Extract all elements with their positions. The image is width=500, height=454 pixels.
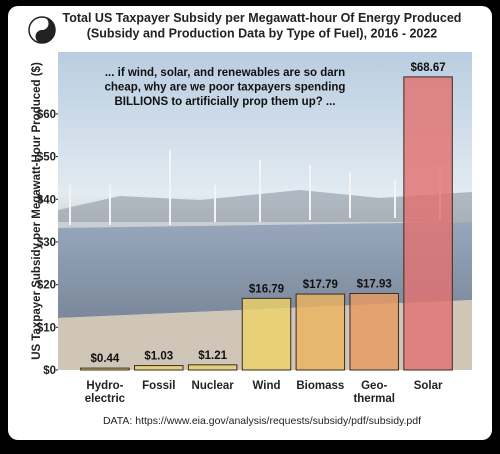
x-tick-label: Nuclear: [192, 380, 235, 392]
background-photo: [58, 52, 472, 370]
value-label: $1.21: [198, 350, 227, 362]
x-tick-label: Hydro-electric: [85, 380, 126, 405]
chart-title: Total US Taxpayer Subsidy per Megawatt-h…: [63, 11, 462, 41]
value-label: $1.03: [144, 351, 173, 363]
y-tick-label: $10: [37, 322, 56, 334]
bar: [134, 365, 184, 371]
y-tick-label: $20: [37, 280, 56, 292]
annotation: ... if wind, solar, and renewables are s…: [105, 67, 346, 108]
x-tick-label: Biomass: [296, 380, 344, 392]
y-tick-label: $50: [37, 152, 56, 164]
y-axis-label: US Taxpayer Subsidy per Megawatt-Hour Pr…: [31, 62, 43, 360]
y-tick-label: $40: [37, 194, 56, 206]
bar: [403, 76, 453, 371]
y-tick-label: $0: [43, 365, 56, 377]
source: DATA: https://www.eia.gov/analysis/reque…: [103, 415, 421, 427]
x-tick-label: Wind: [253, 380, 281, 392]
bar: [295, 293, 346, 371]
value-label: $17.79: [303, 279, 338, 291]
y-tick-label: $30: [37, 237, 56, 249]
bar: [241, 297, 292, 371]
x-tick-label: Solar: [414, 380, 443, 392]
bar: [80, 367, 130, 371]
x-tick-label: Geo-thermal: [353, 380, 395, 405]
bar: [187, 364, 238, 371]
value-label: $17.93: [357, 278, 392, 290]
y-tick-label: $60: [37, 109, 56, 121]
value-label: $68.67: [410, 62, 445, 74]
bar: [349, 292, 399, 371]
value-label: $16.79: [249, 283, 284, 295]
logo: [28, 16, 56, 44]
value-label: $0.44: [91, 353, 120, 365]
x-tick-label: Fossil: [142, 380, 175, 392]
